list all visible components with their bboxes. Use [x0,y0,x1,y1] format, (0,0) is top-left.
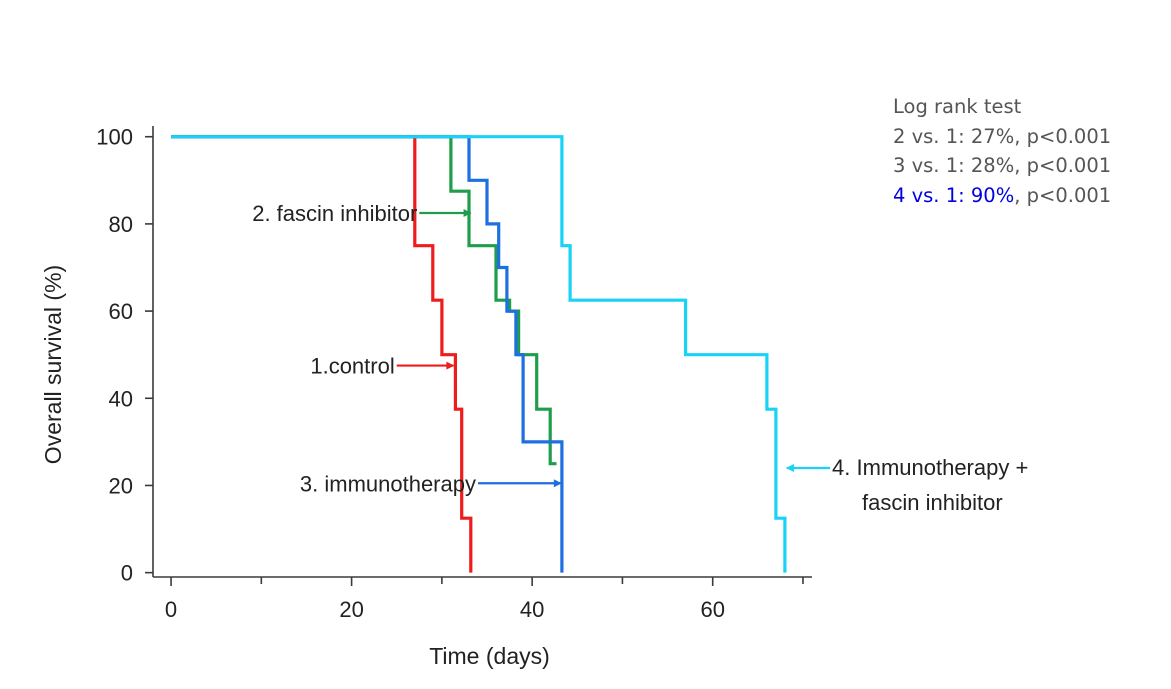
x-tick-label: 0 [165,597,177,622]
annotation-label-2: 2. fascin inhibitor [252,201,417,226]
stats-highlight: 4 vs. 1: 90% [893,183,1015,207]
log-rank-stats: Log rank test 2 vs. 1: 27%, p<0.001 3 vs… [893,92,1111,210]
stats-line-4-rest: , p<0.001 [1014,183,1112,207]
x-axis-title: Time (days) [429,643,550,669]
annotation-label-4: fascin inhibitor [862,490,1003,515]
y-tick-label: 100 [96,125,133,150]
x-tick-label: 60 [700,597,724,622]
x-tick-label: 40 [520,597,544,622]
y-tick-label: 20 [109,473,133,498]
series-line-4 [171,135,787,573]
y-axis-title: Overall survival (%) [40,265,66,464]
y-tick-label: 40 [109,386,133,411]
stats-line-4-vs-1: 4 vs. 1: 90%, p<0.001 [893,181,1111,211]
annotation-label-1: 1.control [310,354,394,379]
y-tick-label: 0 [121,561,133,586]
stats-title: Log rank test [893,95,1022,118]
stats-line-3-vs-1: 3 vs. 1: 28%, p<0.001 [893,154,1112,177]
series-line-2 [171,135,557,466]
series-line-1 [171,135,473,573]
stats-line-2-vs-1: 2 vs. 1: 27%, p<0.001 [893,124,1112,148]
series-group [171,135,787,573]
series-line-3 [171,135,564,573]
y-tick-label: 60 [109,299,133,324]
annotations: 2. fascin inhibitor 1.control 3. immunothe… [252,201,1028,515]
x-tick-label: 20 [339,597,363,622]
annotation-label-4: 4. Immunotherapy + [832,455,1028,480]
axes: 0 20 40 60 80 100 0 20 40 60 Time (days) Overall su… [40,125,812,669]
y-tick-label: 80 [109,212,133,237]
annotation-label-3: 3. immunotherapy [300,471,476,496]
